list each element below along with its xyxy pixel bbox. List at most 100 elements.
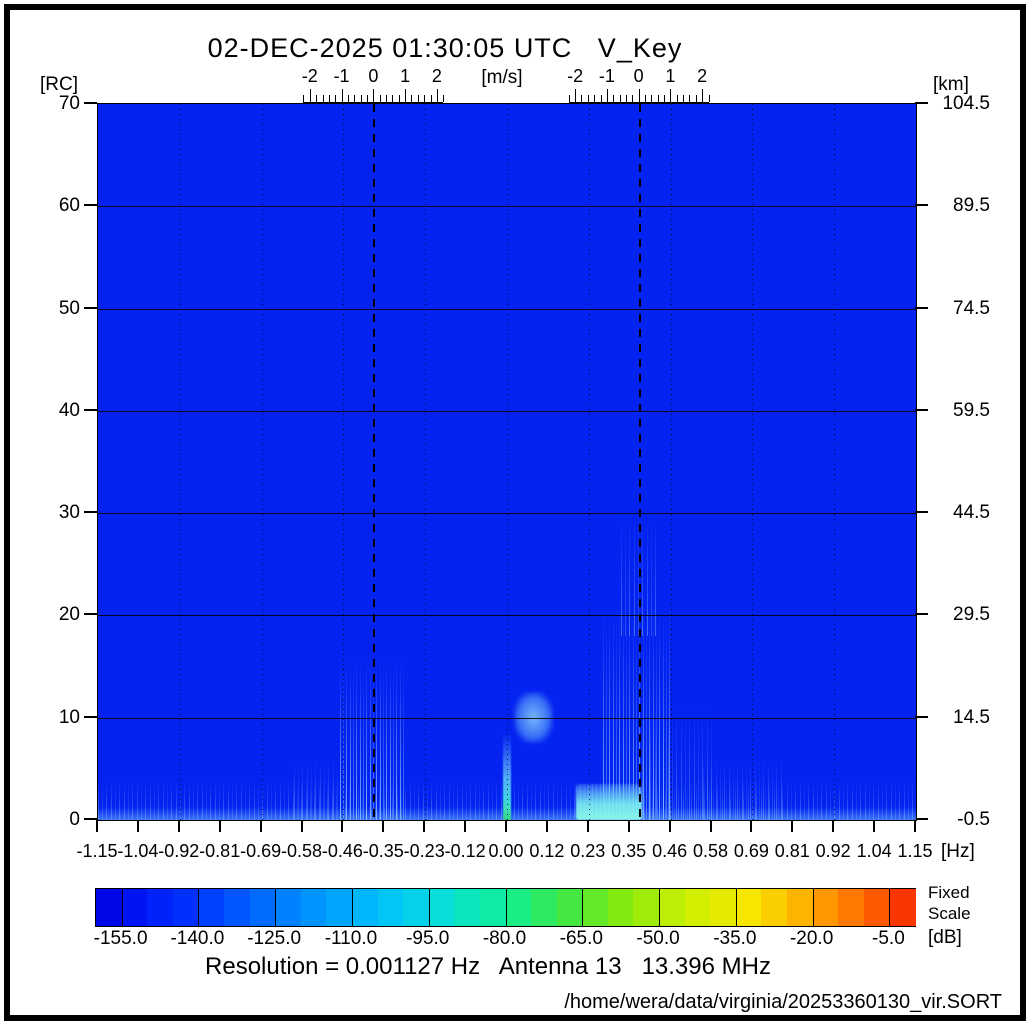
colorbar-tick (505, 889, 507, 926)
colorbar-tick (275, 889, 277, 926)
velocity-ruler-tick (424, 95, 426, 102)
colorbar-tick-label: -110.0 (324, 928, 378, 949)
colorbar-segment (326, 889, 353, 926)
right-axis-tick-label: -0.5 (957, 809, 990, 830)
grid-line-vertical (179, 104, 181, 820)
spectrum-heatmap (97, 103, 917, 821)
bottom-axis-tick-label: 0.92 (815, 841, 851, 861)
colorbar-tick (659, 889, 661, 926)
right-axis-tick-label: 59.5 (953, 399, 990, 421)
bottom-axis-tick (791, 820, 794, 832)
velocity-ruler-tick (392, 95, 394, 102)
right-axis-tick-label: 89.5 (953, 195, 990, 217)
velocity-ruler-label: 0 (368, 66, 379, 86)
right-axis-tick-label: 104.5 (942, 93, 990, 114)
colorbar-segment (812, 889, 839, 926)
colorbar-segment (761, 889, 788, 926)
left-axis-tick-label: 60 (58, 195, 80, 217)
velocity-ruler-tick (689, 95, 691, 102)
velocity-ruler-tick (657, 95, 659, 102)
left-axis-tick (84, 613, 97, 616)
bottom-axis-tick (750, 820, 753, 832)
left-axis-tick (84, 204, 97, 207)
bottom-axis-tick (423, 820, 426, 832)
velocity-ruler-tick (430, 95, 432, 102)
bottom-axis-tick (464, 820, 467, 832)
colorbar-segment (659, 889, 686, 926)
left-axis-tick-label: 10 (58, 706, 80, 728)
bottom-axis-tick-label: 0.00 (488, 841, 524, 861)
colorbar-segment (96, 889, 123, 926)
colorbar-tick-label: -155.0 (93, 928, 148, 949)
right-axis-tick-label: 44.5 (953, 502, 990, 524)
colorbar-tick-label: -20.0 (789, 928, 834, 949)
velocity-axis-unit: [m/s] (481, 67, 523, 88)
left-axis-tick (84, 306, 97, 309)
right-axis-tick (915, 511, 928, 514)
velocity-ruler-tick (651, 95, 653, 102)
colorbar-segment (633, 889, 660, 926)
velocity-ruler-tick (575, 89, 577, 102)
right-axis-tick-label: 74.5 (953, 297, 990, 319)
left-axis-tick (84, 408, 97, 411)
colorbar-segment (223, 889, 251, 926)
velocity-ruler-label: -2 (567, 66, 584, 86)
colorbar-segment (121, 889, 148, 926)
bottom-axis-tick-label: -0.46 (321, 841, 363, 861)
velocity-ruler-tick (587, 95, 589, 102)
bottom-axis-tick (136, 820, 139, 832)
file-path: /home/wera/data/virginia/20253360130_vir… (564, 991, 1002, 1013)
bottom-axis-tick (545, 820, 548, 832)
velocity-ruler-tick (341, 89, 343, 102)
velocity-ruler-tick (606, 89, 608, 102)
colorbar-segment (147, 889, 174, 926)
velocity-ruler-tick (683, 95, 685, 102)
left-axis-tick-label: 0 (69, 809, 80, 830)
colorbar-tick-label: -80.0 (482, 928, 527, 949)
velocity-ruler (568, 87, 710, 103)
bottom-axis-tick-label: -0.12 (444, 841, 486, 861)
colorbar-segment (505, 889, 532, 926)
velocity-ruler-tick (645, 95, 646, 102)
velocity-ruler-tick (322, 95, 324, 102)
right-axis-tick (915, 204, 928, 207)
page-title: 02-DEC-2025 01:30:05 UTC V_Key (207, 33, 683, 63)
feature-positive-tail-far (702, 758, 785, 820)
velocity-ruler-label: 2 (697, 66, 708, 86)
bottom-axis-tick-label: 1.04 (856, 841, 892, 861)
velocity-ruler-tick (309, 89, 311, 102)
bottom-axis-tick (709, 820, 712, 832)
bottom-axis-tick-label: -0.69 (240, 841, 282, 861)
velocity-ruler-tick (398, 95, 400, 102)
colorbar-tick-label: -50.0 (636, 928, 680, 949)
velocity-ruler-tick (436, 89, 438, 102)
velocity-ruler-label: -2 (301, 66, 318, 86)
right-axis-tick (915, 102, 928, 104)
bottom-axis-tick (873, 820, 876, 832)
velocity-ruler-tick (360, 95, 362, 102)
bottom-axis-tick-label: -0.58 (280, 841, 323, 861)
bottom-axis-tick (177, 820, 180, 832)
colorbar-segment (556, 889, 583, 926)
velocity-ruler-tick (600, 95, 602, 102)
left-axis-tick (84, 818, 97, 820)
velocity-ruler-tick (386, 95, 388, 102)
velocity-ruler-label: 1 (665, 66, 676, 86)
right-axis-tick (915, 613, 928, 616)
velocity-ruler-tick (379, 95, 381, 102)
velocity-ruler-tick (594, 95, 596, 102)
velocity-ruler-tick (373, 89, 375, 102)
colorbar-segment (684, 889, 711, 926)
bottom-axis-tick (96, 820, 98, 832)
velocity-ruler-tick (328, 95, 330, 102)
velocity-ruler-tick (664, 95, 666, 102)
velocity-ruler-label: 1 (400, 66, 411, 86)
velocity-ruler-label: -1 (598, 66, 615, 86)
velocity-ruler-tick (568, 95, 570, 102)
colorbar-segment (531, 889, 558, 926)
colorbar-tick-label: -95.0 (406, 928, 450, 949)
colorbar (95, 888, 916, 927)
bottom-axis-tick-label: 0.23 (570, 841, 606, 861)
colorbar-tick-label: -125.0 (247, 928, 302, 949)
left-axis-tick (84, 715, 97, 718)
